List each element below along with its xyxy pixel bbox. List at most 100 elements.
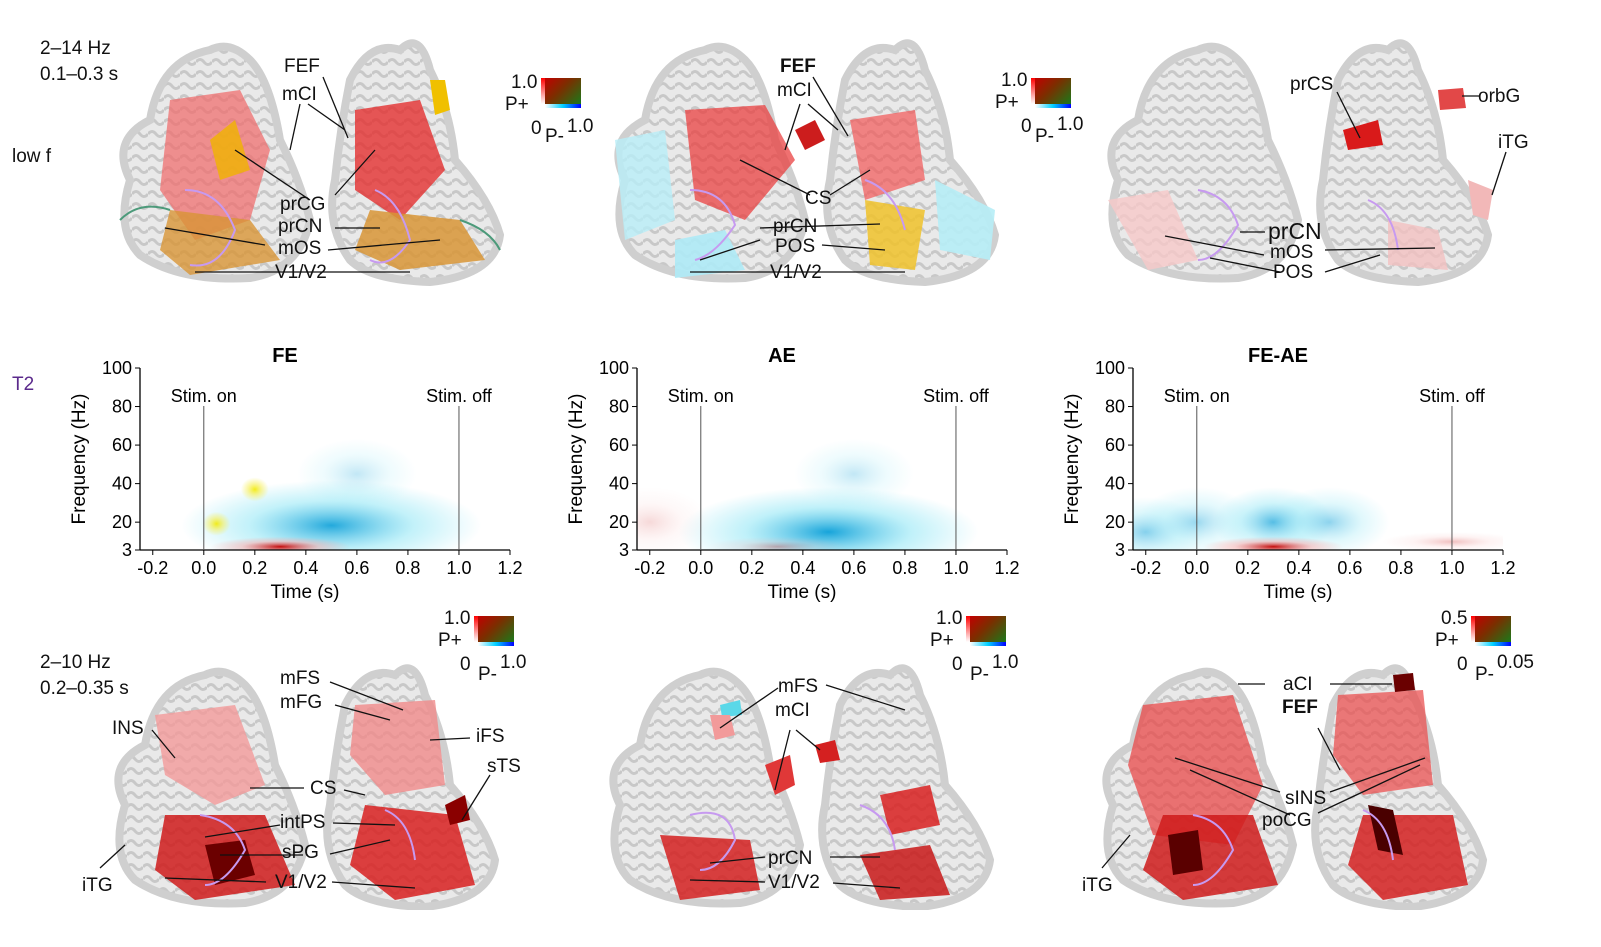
stimulus-marker-label: Stim. on xyxy=(171,386,237,406)
brain-flatmap-top-mid xyxy=(614,39,1000,287)
x-tick-label: 0.0 xyxy=(1184,558,1209,578)
y-tick-label: 60 xyxy=(1105,435,1125,455)
stimulus-marker-label: Stim. off xyxy=(426,386,493,406)
y-tick-label: 3 xyxy=(122,540,132,560)
x-tick-label: 0.6 xyxy=(344,558,369,578)
colorbar-top-mid: 1.0 P+ 0 P- 1.0 xyxy=(995,68,1095,147)
colorbar-zero: 0 xyxy=(952,654,963,675)
heatmap-blob-negative xyxy=(1269,487,1390,550)
label-bot-right-aci: aCI xyxy=(1283,674,1313,695)
colorbar-gradient xyxy=(1035,78,1071,104)
label-bot-left-sts: sTS xyxy=(487,756,521,777)
label-bot-left-v1v2: V1/V2 xyxy=(275,872,327,893)
colorbar-positive-strip xyxy=(966,616,970,642)
heatmap-blob-negative xyxy=(296,438,417,509)
colorbar-p-minus: P- xyxy=(545,126,564,147)
colorbar-max: 1.0 xyxy=(511,72,538,93)
label-top-right-orbg: orbG xyxy=(1478,86,1521,107)
y-tick-label: 20 xyxy=(112,512,132,532)
y-axis-label: Frequency (Hz) xyxy=(1062,394,1083,525)
colorbar-negative-strip xyxy=(545,104,581,108)
label-top-right-itg: iTG xyxy=(1498,132,1529,153)
heatmap-blob-positive xyxy=(637,487,710,550)
top-frequency-range: 2–14 Hz xyxy=(40,38,111,59)
stimulus-marker-label: Stim. on xyxy=(668,386,734,406)
label-top-right-mos: mOS xyxy=(1270,242,1314,263)
x-tick-label: 0.4 xyxy=(293,558,318,578)
label-bot-right-pocg: poCG xyxy=(1262,810,1312,831)
label-bot-left-mfs: mFS xyxy=(280,668,321,689)
brain-flatmap-bottom-mid xyxy=(609,664,995,910)
colorbar-max: 1.0 xyxy=(444,608,471,629)
label-bot-mid-mci: mCI xyxy=(775,700,810,721)
x-tick-label: 1.2 xyxy=(497,558,522,578)
y-tick-label: 40 xyxy=(112,474,132,494)
colorbar-bottom-right: 0.5 P+ 0 P- 0.05 xyxy=(1435,606,1545,685)
colorbar-p-minus: P- xyxy=(478,664,497,685)
heatmap-blob-yellow xyxy=(240,477,269,502)
chart-title: FE-AE xyxy=(1248,345,1308,367)
annotation-lines-bottom xyxy=(99,681,1426,889)
tfr-chart-fe-ae: -0.2 0.0 0.2 0.4 0.6 0.8 1.0 1.2 3 20 40 60 80 100 Sti… xyxy=(1062,345,1516,603)
label-bot-right-sins: sINS xyxy=(1285,788,1327,809)
colorbar-right: 1.0 xyxy=(1057,114,1084,135)
y-axis-label: Frequency (Hz) xyxy=(69,394,90,525)
label-top-mid-pos: POS xyxy=(775,236,816,257)
colorbar-p-minus: P- xyxy=(1035,126,1054,147)
x-tick-label: 0.2 xyxy=(242,558,267,578)
x-tick-label: 0.2 xyxy=(1235,558,1260,578)
x-tick-label: -0.2 xyxy=(137,558,168,578)
x-tick-label: 0.4 xyxy=(790,558,815,578)
y-tick-label: 80 xyxy=(112,397,132,417)
colorbar-p-plus: P+ xyxy=(505,94,529,115)
label-top-mid-fef: FEF xyxy=(780,56,816,77)
label-top-left-mos: mOS xyxy=(278,238,322,259)
x-axis-label: Time (s) xyxy=(1264,582,1333,603)
x-tick-label: 0.4 xyxy=(1286,558,1311,578)
y-axis-label: Frequency (Hz) xyxy=(566,394,587,525)
heatmap-blob-positive xyxy=(1203,536,1344,550)
label-bot-mid-prcn: prCN xyxy=(768,848,813,869)
label-top-mid-prcn: prCN xyxy=(773,216,818,237)
low-f-label: low f xyxy=(12,146,52,167)
t2-label: T2 xyxy=(12,374,35,395)
y-tick-label: 80 xyxy=(609,397,629,417)
label-top-mid-v1v2: V1/V2 xyxy=(770,262,822,283)
colorbar-positive-strip xyxy=(541,78,545,104)
label-bot-left-itg: iTG xyxy=(82,875,113,896)
x-tick-label: 0.8 xyxy=(395,558,420,578)
label-top-mid-cs: CS xyxy=(805,188,832,209)
heatmap-blob-positive xyxy=(1381,531,1503,550)
colorbar-p-minus: P- xyxy=(970,664,989,685)
heatmap-blob-positive xyxy=(210,536,351,550)
colorbar-gradient xyxy=(478,616,514,642)
x-tick-label: 0.8 xyxy=(1388,558,1413,578)
y-tick-label: 40 xyxy=(1105,474,1125,494)
colorbar-max: 1.0 xyxy=(936,608,963,629)
y-tick-label: 100 xyxy=(599,358,629,378)
x-tick-label: 1.2 xyxy=(994,558,1019,578)
colorbar-positive-strip xyxy=(1031,78,1035,104)
heatmap-blob-negative xyxy=(678,486,979,550)
colorbar-zero: 0 xyxy=(1021,116,1032,137)
tfr-chart-ae: -0.2 0.0 0.2 0.4 0.6 0.8 1.0 1.2 3 20 40 60 80 100 Sti… xyxy=(566,345,1020,603)
colorbar-negative-strip xyxy=(1475,642,1511,646)
top-condition-label: 2–14 Hz 0.1–0.3 s xyxy=(40,36,118,88)
label-bot-left-mfg: mFG xyxy=(280,692,323,713)
label-top-left-prcg: prCG xyxy=(280,194,326,215)
y-tick-label: 80 xyxy=(1105,397,1125,417)
label-bot-right-fef: FEF xyxy=(1282,697,1318,718)
colorbar-positive-strip xyxy=(1471,616,1475,642)
label-bot-left-cs: CS xyxy=(310,778,337,799)
heatmap-blob-yellow xyxy=(202,511,231,536)
label-top-left-prcn: prCN xyxy=(278,216,323,237)
y-tick-label: 40 xyxy=(609,474,629,494)
x-tick-label: 1.0 xyxy=(1439,558,1464,578)
y-tick-label: 3 xyxy=(619,540,629,560)
x-axis-label: Time (s) xyxy=(768,582,837,603)
colorbar-max: 1.0 xyxy=(1001,70,1028,91)
colorbar-p-minus: P- xyxy=(1475,664,1494,685)
chart-title: AE xyxy=(768,345,796,367)
stimulus-marker-label: Stim. on xyxy=(1164,386,1230,406)
colorbar-zero: 0 xyxy=(531,118,542,139)
